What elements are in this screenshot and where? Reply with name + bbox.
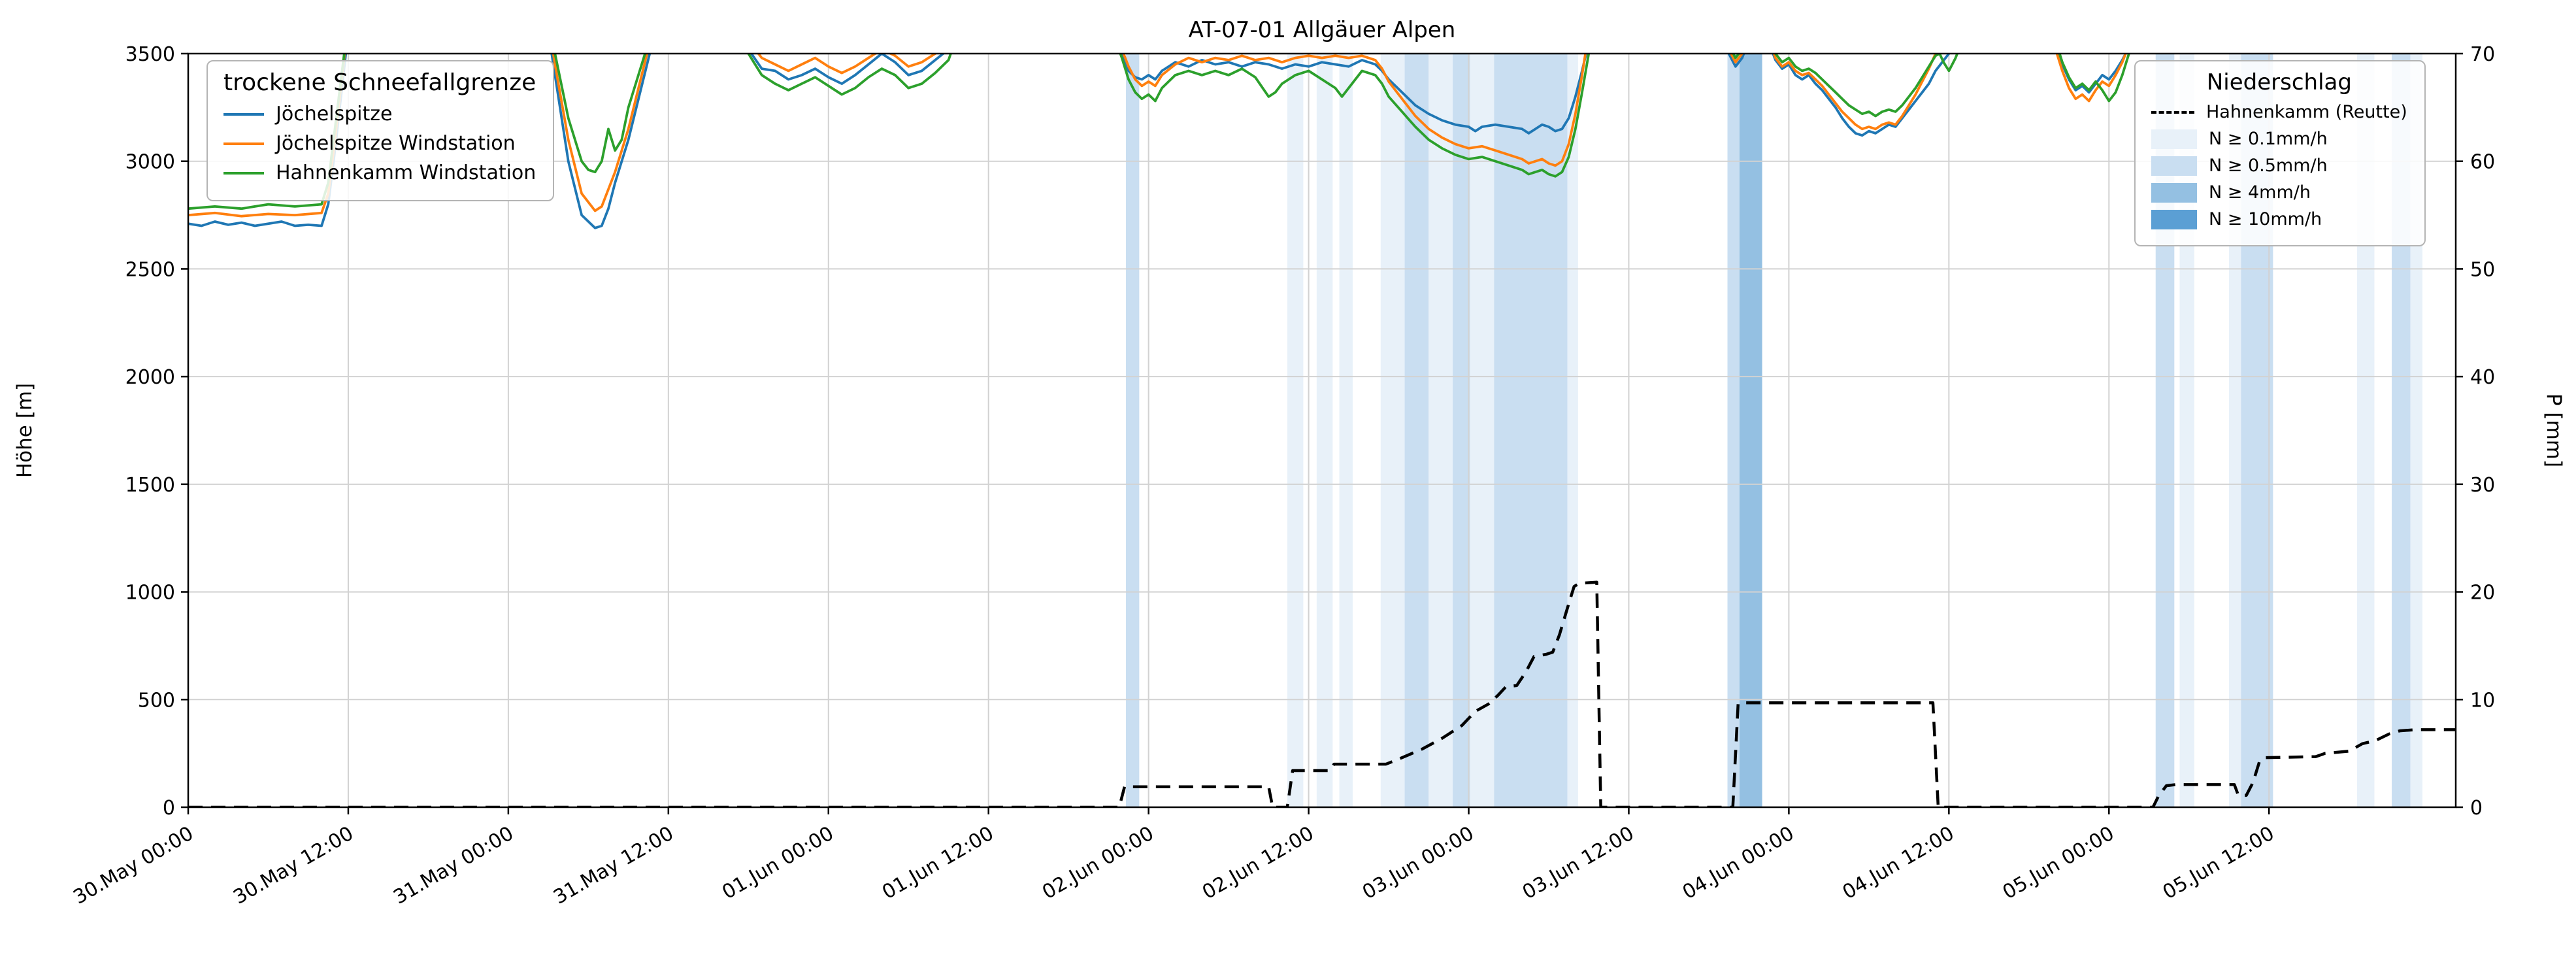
legend-snowline: trockene Schneefallgrenze Jöchelspitze Jö… <box>206 60 555 201</box>
legend-entry-label: N ≥ 0.5mm/h <box>2209 156 2328 176</box>
legend-entry-band-0: N ≥ 0.1mm/h <box>2151 129 2407 149</box>
legend-dashed-line-sample <box>2151 110 2194 114</box>
x-tick-label: 30.May 12:00 <box>229 822 357 909</box>
legend-line-sample <box>223 171 264 175</box>
y-right-tick-label: 40 <box>2470 366 2495 389</box>
y-right-axis-label: P [mm] <box>2542 393 2566 467</box>
x-tick-label: 03.Jun 00:00 <box>1359 822 1478 905</box>
y-right-tick-label: 20 <box>2470 582 2495 605</box>
precip-band <box>1339 54 1353 807</box>
y-left-tick-label: 3500 <box>125 43 175 66</box>
precip-band <box>1739 54 1762 807</box>
y-left-tick-label: 1500 <box>125 474 175 497</box>
x-tick-label: 02.Jun 00:00 <box>1038 822 1158 905</box>
x-tick-label: 03.Jun 12:00 <box>1519 822 1638 905</box>
precip-band <box>1567 54 1578 807</box>
x-tick-label: 02.Jun 12:00 <box>1198 822 1318 905</box>
legend-entry-label: Hahnenkamm Windstation <box>276 161 537 184</box>
series-j-chelspitze <box>188 54 2127 229</box>
legend-entry-label: Jöchelspitze Windstation <box>276 132 516 155</box>
precip-band <box>1316 54 1333 807</box>
y-left-axis-label: Höhe [m] <box>13 383 37 478</box>
legend-entry-label: Hahnenkamm (Reutte) <box>2206 102 2407 122</box>
y-left-tick-label: 0 <box>163 797 175 820</box>
legend-entry-precip-line: Hahnenkamm (Reutte) <box>2151 102 2407 122</box>
precip-band <box>1494 54 1568 807</box>
series-hahnenkamm-reutte- <box>188 580 2456 807</box>
y-left-tick-label: 2000 <box>125 366 175 389</box>
x-tick-label: 04.Jun 12:00 <box>1839 822 1958 905</box>
legend-entry-band-1: N ≥ 0.5mm/h <box>2151 156 2407 176</box>
legend-patch-sample-2 <box>2151 182 2197 203</box>
legend-line-sample <box>223 142 264 145</box>
plot-frame <box>187 52 2457 809</box>
legend-entry-0: Jöchelspitze <box>223 103 536 125</box>
precip-band <box>1287 54 1304 807</box>
x-tick-label: 31.May 00:00 <box>389 822 518 909</box>
precip-band <box>1727 54 1740 807</box>
series-group <box>188 54 2456 807</box>
precip-band <box>1428 54 1453 807</box>
legend-patch-sample-3 <box>2151 209 2197 229</box>
y-left-tick-label: 2500 <box>125 258 175 281</box>
legend-entry-2: Hahnenkamm Windstation <box>223 161 536 184</box>
y-right-tick-label: 60 <box>2470 151 2495 174</box>
x-tick-label: 05.Jun 00:00 <box>1999 822 2119 905</box>
legend-entry-label: N ≥ 4mm/h <box>2209 182 2311 203</box>
series-hahnenkamm-windstation <box>188 54 2130 210</box>
legend-precip-title: Niederschlag <box>2206 69 2352 95</box>
legend-entry-band-3: N ≥ 10mm/h <box>2151 209 2407 229</box>
legend-patch-sample-0 <box>2151 129 2197 149</box>
chart-title: AT-07-01 Allgäuer Alpen <box>1188 17 1456 43</box>
x-tick-label: 30.May 00:00 <box>69 822 197 909</box>
precip-band <box>1404 54 1429 807</box>
legend-entry-label: N ≥ 0.1mm/h <box>2209 129 2328 149</box>
y-right-tick-label: 10 <box>2470 689 2495 712</box>
y-left-tick-label: 3000 <box>125 151 175 174</box>
legend-entry-1: Jöchelspitze Windstation <box>223 132 536 155</box>
y-right-tick-label: 0 <box>2470 797 2483 820</box>
precip-band <box>1470 54 1494 807</box>
x-tick-label: 04.Jun 00:00 <box>1679 822 1798 905</box>
y-right-tick-label: 70 <box>2470 43 2495 66</box>
legend-entry-band-2: N ≥ 4mm/h <box>2151 182 2407 203</box>
legend-precip-entries: Hahnenkamm (Reutte) N ≥ 0.1mm/h N ≥ 0.5mm/… <box>2149 102 2410 229</box>
x-tick-label: 01.Jun 12:00 <box>878 822 998 905</box>
legend-precip: Niederschlag Hahnenkamm (Reutte) N ≥ 0.1m… <box>2134 60 2426 246</box>
y-right-tick-label: 30 <box>2470 474 2495 497</box>
legend-entry-label: Jöchelspitze <box>276 103 393 125</box>
legend-patch-sample-1 <box>2151 156 2197 176</box>
x-tick-label: 31.May 12:00 <box>550 822 678 909</box>
series-j-chelspitze-windstation <box>188 54 2127 218</box>
x-tick-label: 05.Jun 12:00 <box>2159 822 2279 905</box>
precip-band <box>1453 54 1470 807</box>
precip-band <box>1380 54 1405 807</box>
y-right-tick-label: 50 <box>2470 258 2495 281</box>
legend-snowline-entries: Jöchelspitze Jöchelspitze Windstation Hahn… <box>221 103 538 184</box>
precip-band <box>1125 54 1140 807</box>
legend-entry-label: N ≥ 10mm/h <box>2209 209 2322 229</box>
legend-line-sample <box>223 112 264 116</box>
y-left-tick-label: 500 <box>138 689 175 712</box>
y-left-tick-label: 1000 <box>125 582 175 605</box>
legend-snowline-title: trockene Schneefallgrenze <box>223 69 537 96</box>
x-tick-label: 01.Jun 00:00 <box>718 822 838 905</box>
